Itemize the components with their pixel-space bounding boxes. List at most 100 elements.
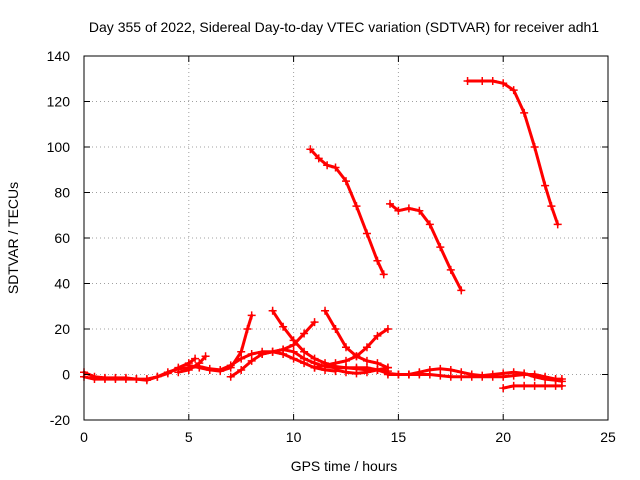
data-point [362,356,371,365]
data-point [205,365,214,374]
x-tick-label: 15 [391,429,407,445]
data-point [446,372,455,381]
x-axis-label: GPS time / hours [291,458,398,474]
series-s11 [306,145,388,279]
data-point [323,161,332,170]
data-point [488,372,497,381]
data-point [184,361,193,370]
data-point [478,77,487,86]
data-point [195,363,204,372]
data-point [342,368,350,377]
data-point [425,220,434,229]
series-line [308,147,386,276]
data-point [557,375,566,384]
data-point [331,365,340,374]
data-point [541,181,550,190]
data-point [362,229,371,238]
data-point [247,350,256,359]
series-s9 [310,325,392,372]
data-point [373,365,382,374]
series-s8 [321,306,392,372]
data-point [467,372,476,381]
data-point [321,306,330,315]
data-point [310,318,319,327]
x-tick-label: 5 [185,429,193,445]
data-point [530,370,539,379]
y-tick-label: -20 [50,412,70,428]
data-point [352,202,361,211]
series-line [466,79,560,226]
data-point [279,345,288,354]
data-point [237,347,246,356]
y-tick-label: 80 [54,185,70,201]
data-point [379,270,388,279]
data-point [404,370,413,379]
series-s16 [463,77,562,229]
data-point [457,286,466,295]
data-point [310,363,319,372]
data-point [90,375,99,384]
data-point [415,206,424,215]
data-point [557,381,566,390]
data-point [478,372,487,381]
data-point [174,368,183,377]
data-point [383,325,392,333]
data-point [216,367,225,376]
data-point [383,370,392,379]
data-point [499,384,508,393]
data-point [310,354,319,363]
data-point [352,352,361,361]
data-point [331,359,340,368]
data-point [163,369,172,378]
data-point [463,77,472,86]
data-point [226,363,235,372]
data-point [243,325,252,333]
data-point [509,371,518,380]
data-point [520,108,529,117]
y-tick-label: 0 [62,367,70,383]
data-point [553,220,562,229]
data-point [541,381,550,390]
data-point [509,381,518,390]
series-s10 [331,363,392,378]
axis-ticks: 0 5 10 15 20 25 -20 0 20 40 60 80 100 120 140 [47,48,616,445]
data-point [247,311,256,320]
chart-title: Day 355 of 2022, Sidereal Day-to-day VTE… [89,19,599,35]
data-point [191,354,200,363]
x-tick-label: 10 [286,429,302,445]
data-point [373,256,382,265]
data-point [530,381,539,390]
data-point [331,163,340,172]
y-tick-label: 60 [54,230,70,246]
y-tick-label: 140 [47,48,71,64]
data-point [446,265,455,274]
data-point [300,347,309,356]
series-s15 [499,381,566,393]
grid-lines [84,56,608,420]
data-point [499,79,508,88]
data-point [132,375,141,384]
data-point [201,352,210,361]
series-s4 [184,311,256,376]
data-point [258,350,267,359]
x-tick-label: 25 [600,429,616,445]
data-point [362,368,371,377]
data-point [121,375,130,384]
data-point [394,370,403,379]
data-point [436,371,445,380]
data-point [394,206,403,215]
y-axis-label: SDTVAR / TECUs [5,182,21,294]
data-point [111,375,120,384]
data-point [547,202,556,211]
data-point [237,365,246,374]
y-tick-label: 40 [54,276,70,292]
data-point [436,243,445,252]
data-point [300,354,309,363]
data-point [362,343,371,352]
data-point [386,199,395,208]
data-point [226,372,235,381]
data-point [509,86,518,95]
data-point [404,204,413,213]
data-point [268,306,277,315]
